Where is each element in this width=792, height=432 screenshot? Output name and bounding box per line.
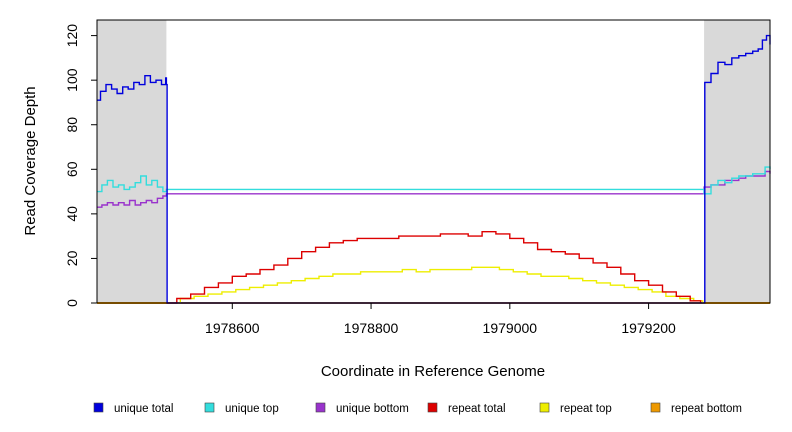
legend-label-unique-top: unique top xyxy=(225,403,279,415)
legend-label-unique-bottom: unique bottom xyxy=(336,403,409,415)
series-line-repeat-top xyxy=(166,266,704,304)
legend-label-repeat-bottom: repeat bottom xyxy=(671,403,742,415)
y-tick-label: 40 xyxy=(64,206,80,222)
legend: unique total unique top unique bottom repea… xyxy=(93,402,742,415)
series-line-unique-total xyxy=(97,34,771,304)
shaded-region-2 xyxy=(704,20,770,303)
masked-regions xyxy=(97,20,770,303)
y-tick-label: 60 xyxy=(64,161,80,177)
shaded-region-1 xyxy=(97,20,167,303)
series-lines xyxy=(97,34,771,304)
legend-swatch-repeat-top xyxy=(539,402,550,413)
x-axis-title: Coordinate in Reference Genome xyxy=(321,363,545,380)
legend-swatch-unique-bottom xyxy=(315,402,326,413)
y-tick-label: 0 xyxy=(64,299,80,307)
x-axis: 1978600 1978800 1979000 1979200 xyxy=(205,303,676,336)
y-tick-label: 20 xyxy=(64,250,80,266)
legend-label-unique-total: unique total xyxy=(114,403,173,415)
y-axis: 0 20 40 60 80 100 120 xyxy=(64,24,97,307)
y-axis-title: Read Coverage Depth xyxy=(22,86,39,235)
series-line-unique-top xyxy=(97,166,771,195)
y-tick-label: 80 xyxy=(64,117,80,133)
y-tick-label: 120 xyxy=(64,24,80,48)
series-line-unique-bottom xyxy=(97,170,771,208)
legend-swatch-unique-top xyxy=(204,402,215,413)
x-tick-label: 1978600 xyxy=(205,320,260,336)
legend-swatch-unique-total xyxy=(93,402,104,413)
plot-frame xyxy=(96,19,771,304)
y-tick-label: 100 xyxy=(64,68,80,92)
x-tick-label: 1978800 xyxy=(344,320,399,336)
x-tick-label: 1979000 xyxy=(483,320,538,336)
legend-swatch-repeat-bottom xyxy=(650,402,661,413)
legend-label-repeat-total: repeat total xyxy=(448,403,506,415)
legend-swatch-repeat-total xyxy=(427,402,438,413)
x-tick-label: 1979200 xyxy=(621,320,676,336)
legend-label-repeat-top: repeat top xyxy=(560,403,612,415)
series-line-repeat-total xyxy=(166,231,702,304)
